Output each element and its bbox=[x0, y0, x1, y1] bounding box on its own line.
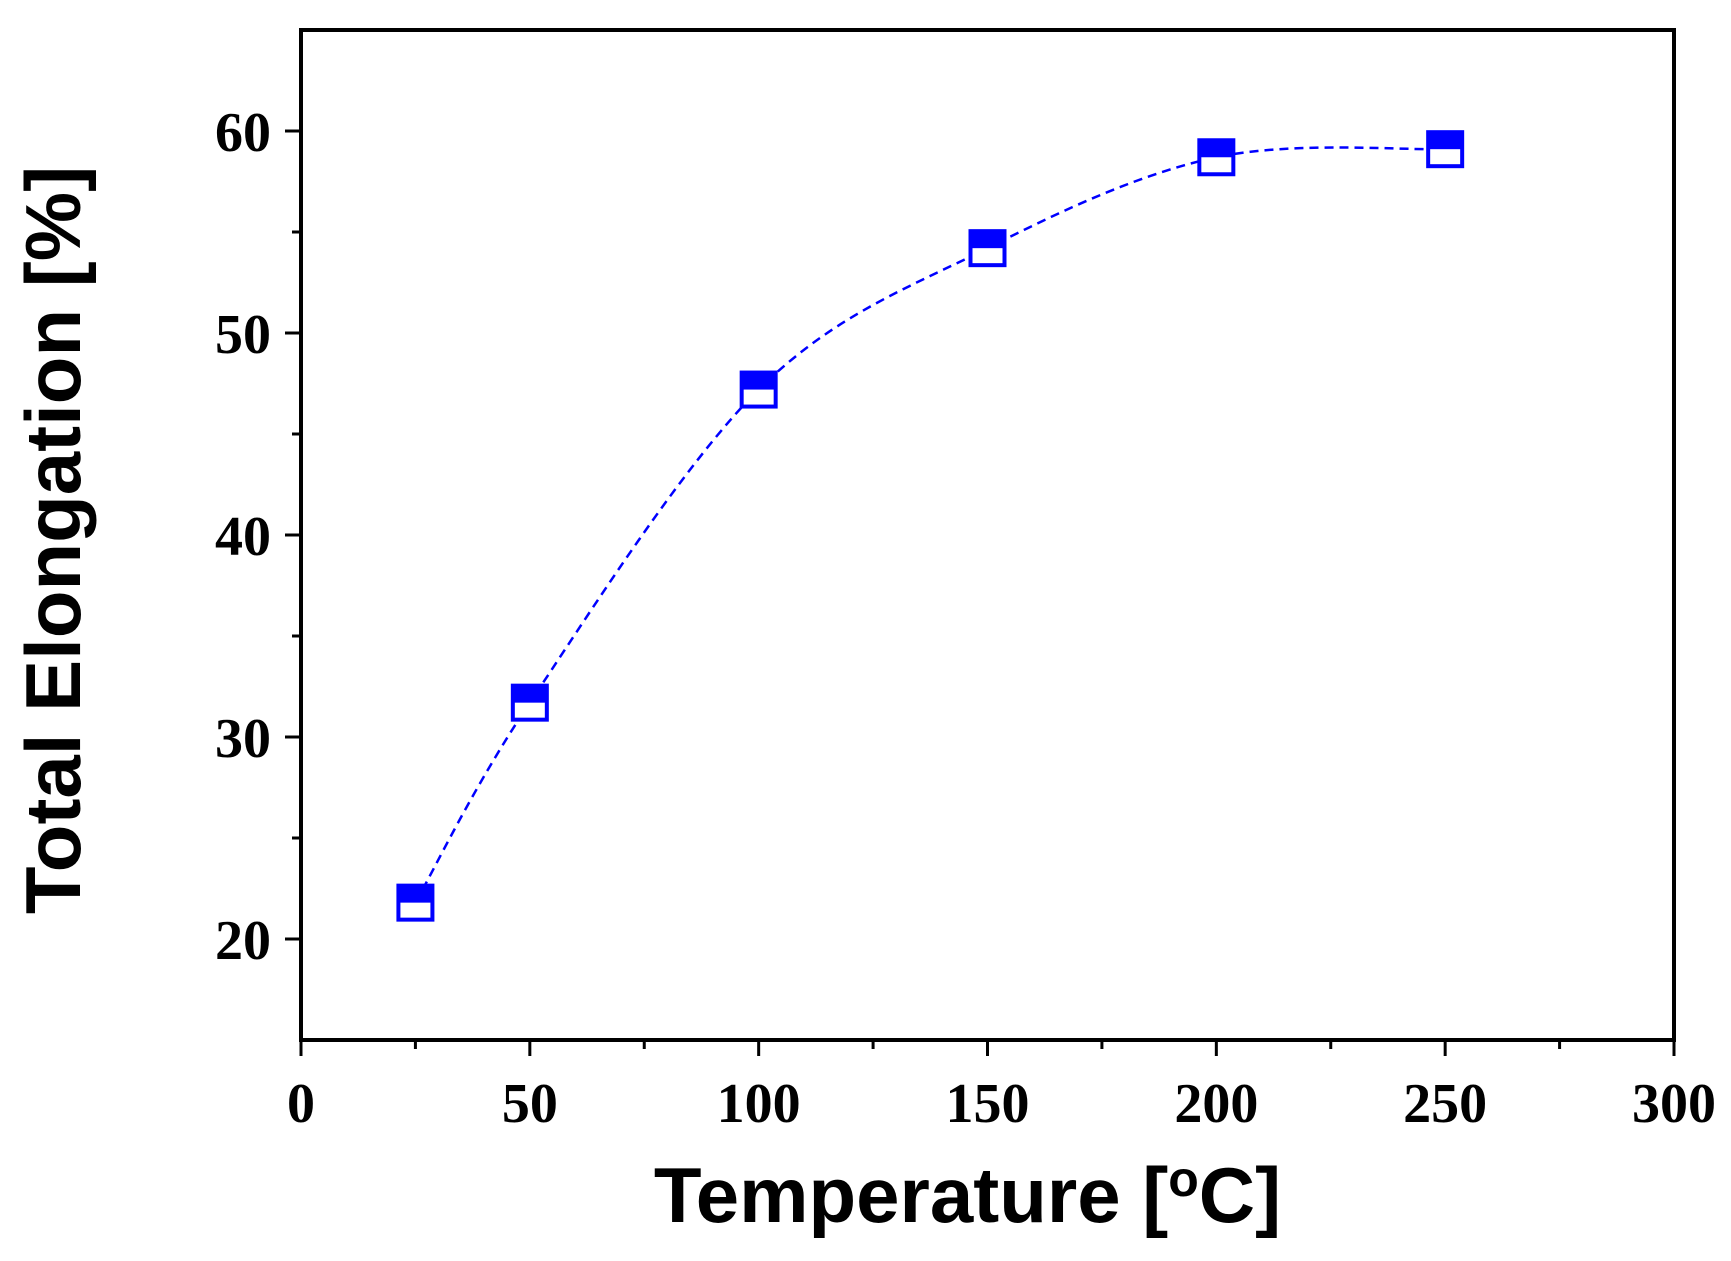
y-tick-label: 50 bbox=[215, 304, 271, 366]
data-point bbox=[739, 370, 778, 409]
x-tick-label: 100 bbox=[717, 1073, 801, 1135]
y-axis-title: Total Elongation [%] bbox=[9, 166, 97, 914]
marker-fill-top bbox=[741, 372, 776, 390]
y-tick-label: 30 bbox=[215, 708, 271, 770]
x-axis-title-unit: C] bbox=[1199, 1151, 1281, 1239]
plot-frame bbox=[299, 28, 1676, 1042]
x-tick-label: 300 bbox=[1632, 1073, 1716, 1135]
x-axis-title: Temperature [oC] bbox=[654, 1151, 1281, 1239]
x-tick-label: 200 bbox=[1174, 1073, 1258, 1135]
series-line bbox=[414, 146, 1446, 904]
data-point bbox=[1197, 138, 1236, 177]
data-point bbox=[396, 883, 435, 922]
x-tick-label: 50 bbox=[502, 1073, 558, 1135]
data-markers bbox=[396, 130, 1465, 922]
x-axis-title-main: Temperature [ bbox=[654, 1151, 1168, 1239]
axis-ticks bbox=[285, 129, 1676, 1056]
marker-fill-top bbox=[1428, 132, 1463, 150]
y-tick-label: 40 bbox=[215, 506, 271, 568]
data-point bbox=[1426, 130, 1465, 169]
x-tick-label: 150 bbox=[946, 1073, 1030, 1135]
data-point bbox=[968, 229, 1007, 268]
y-tick-label: 20 bbox=[215, 910, 271, 972]
tick-labels: 0 50 100 150 200 250 300 20 30 40 50 60 bbox=[215, 102, 1716, 1135]
marker-fill-top bbox=[398, 885, 433, 903]
data-point bbox=[510, 683, 549, 722]
x-tick-label: 0 bbox=[287, 1073, 315, 1135]
x-tick-label: 250 bbox=[1403, 1073, 1487, 1135]
y-tick-label: 60 bbox=[215, 102, 271, 164]
degree-symbol: o bbox=[1168, 1151, 1199, 1207]
marker-fill-top bbox=[970, 231, 1005, 249]
marker-fill-top bbox=[512, 685, 547, 703]
marker-fill-top bbox=[1199, 140, 1234, 158]
